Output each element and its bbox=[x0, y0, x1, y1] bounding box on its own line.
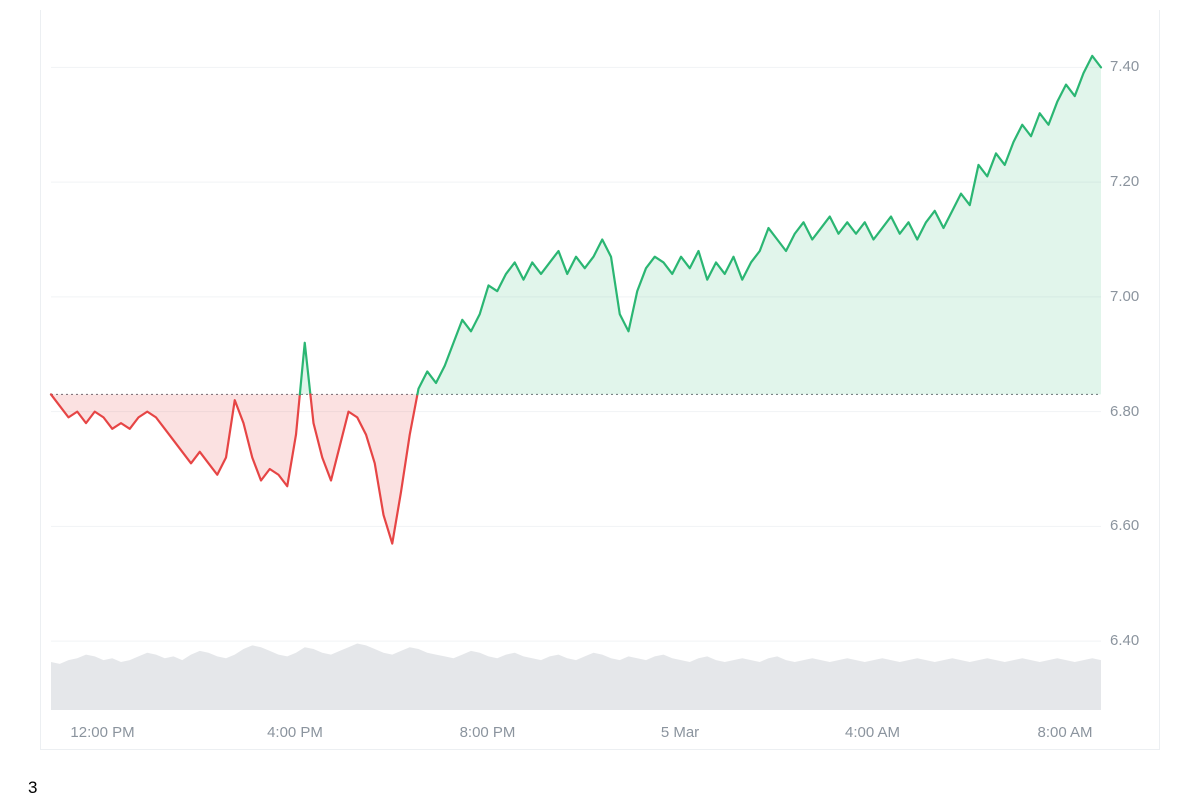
footer-number: 3 bbox=[28, 778, 37, 798]
x-tick-label: 12:00 PM bbox=[70, 724, 134, 741]
x-tick-label: 5 Mar bbox=[661, 724, 699, 741]
y-tick-label: 6.80 bbox=[1110, 403, 1160, 420]
x-tick-label: 8:00 PM bbox=[460, 724, 516, 741]
x-tick-label: 4:00 PM bbox=[267, 724, 323, 741]
x-tick-label: 4:00 AM bbox=[845, 724, 900, 741]
y-tick-label: 7.00 bbox=[1110, 288, 1160, 305]
y-tick-label: 7.40 bbox=[1110, 58, 1160, 75]
y-tick-label: 6.60 bbox=[1110, 517, 1160, 534]
x-tick-label: 8:00 AM bbox=[1037, 724, 1092, 741]
y-tick-label: 6.40 bbox=[1110, 632, 1160, 649]
price-chart[interactable] bbox=[40, 10, 1160, 750]
y-tick-label: 7.20 bbox=[1110, 173, 1160, 190]
chart-svg bbox=[41, 10, 1161, 750]
